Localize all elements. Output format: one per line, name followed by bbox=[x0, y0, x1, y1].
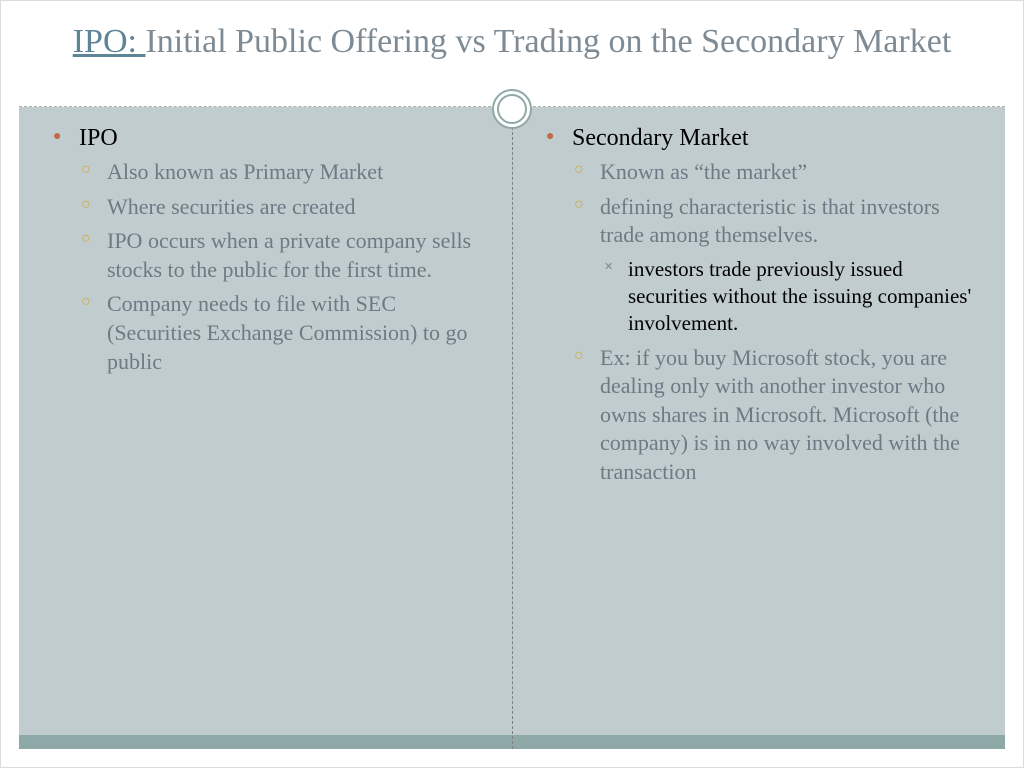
list-item: IPO occurs when a private company sells … bbox=[79, 227, 484, 284]
left-heading: IPO bbox=[79, 125, 118, 151]
list-item: Also known as Primary Market bbox=[79, 158, 484, 187]
list-item: Secondary Market Known as “the market” d… bbox=[546, 125, 977, 487]
slide-title: IPO: Initial Public Offering vs Trading … bbox=[1, 21, 1023, 64]
list-item: IPO Also known as Primary Market Where s… bbox=[53, 125, 484, 376]
column-divider bbox=[512, 107, 513, 749]
title-link-text: IPO: bbox=[73, 23, 146, 60]
list-item: defining characteristic is that investor… bbox=[572, 193, 977, 338]
list-item: Where securities are created bbox=[79, 193, 484, 222]
list-item: Company needs to file with SEC (Securiti… bbox=[79, 290, 484, 376]
right-heading: Secondary Market bbox=[572, 125, 749, 151]
circle-ornament-icon bbox=[492, 89, 532, 129]
slide: IPO: Initial Public Offering vs Trading … bbox=[0, 0, 1024, 768]
right-column: Secondary Market Known as “the market” d… bbox=[512, 107, 1005, 735]
list-item: investors trade previously issued securi… bbox=[600, 256, 977, 338]
title-rest-text: Initial Public Offering vs Trading on th… bbox=[145, 23, 951, 60]
list-item-text: defining characteristic is that investor… bbox=[600, 194, 940, 248]
list-item: Known as “the market” bbox=[572, 158, 977, 187]
list-item: Ex: if you buy Microsoft stock, you are … bbox=[572, 344, 977, 487]
left-column: IPO Also known as Primary Market Where s… bbox=[19, 107, 512, 735]
